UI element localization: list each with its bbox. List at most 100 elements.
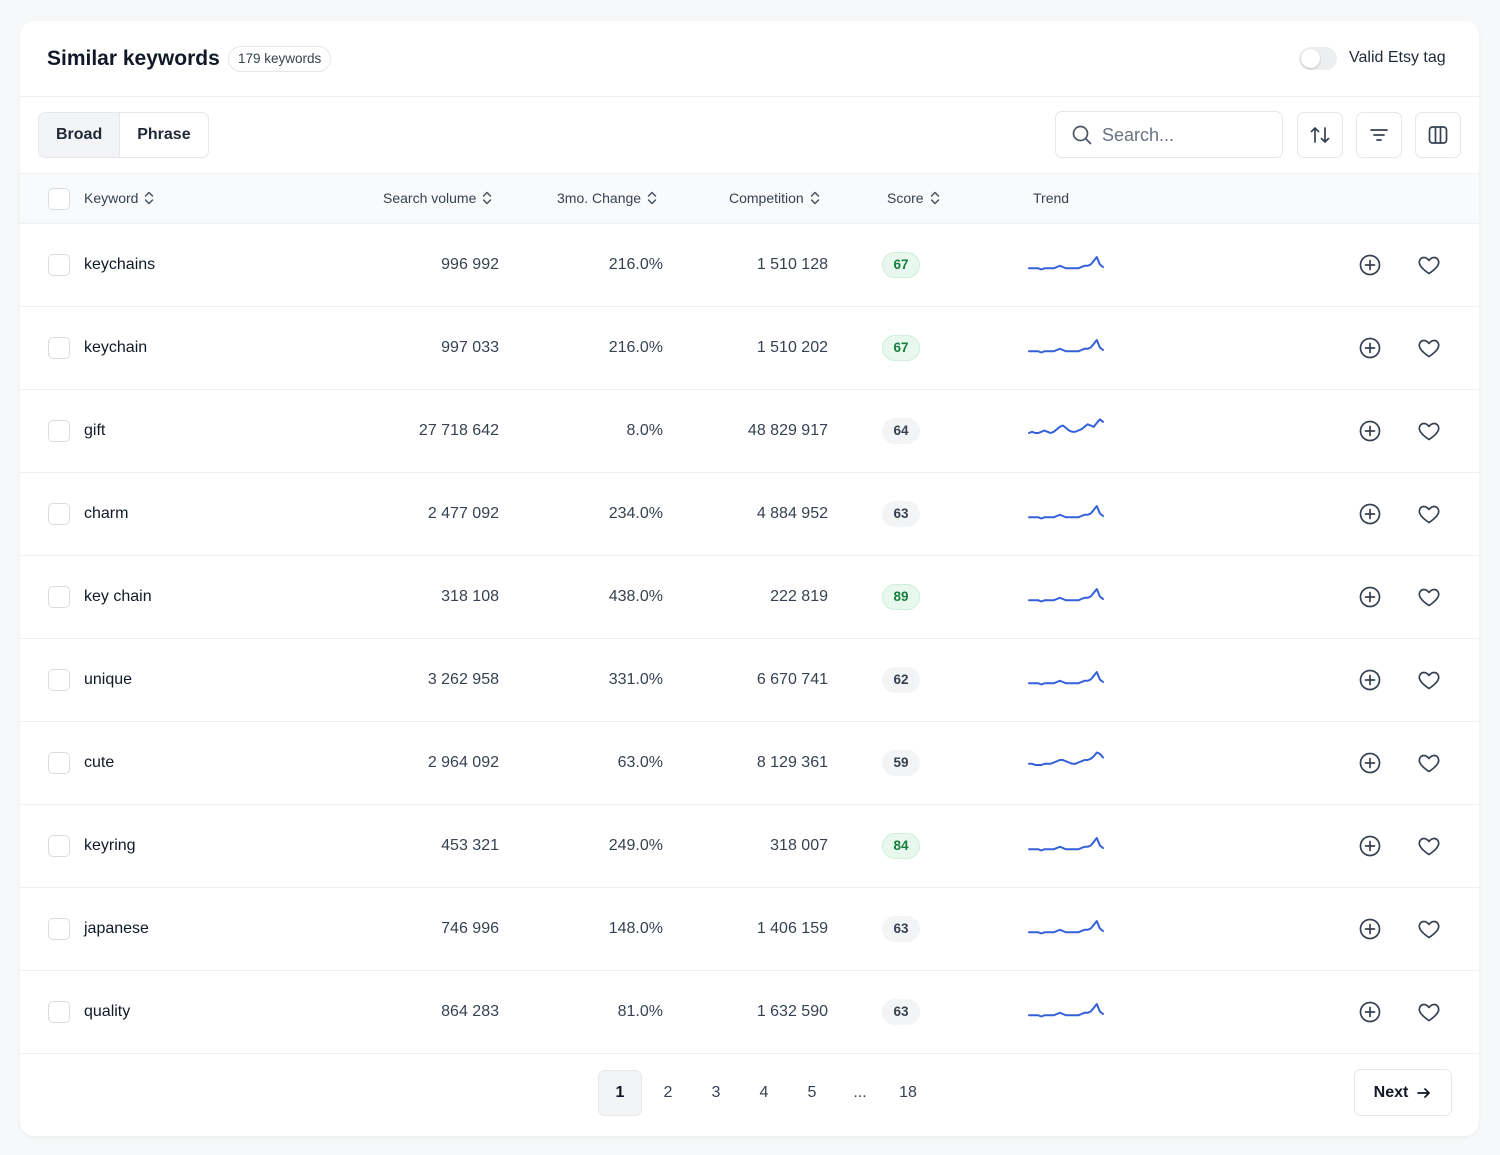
trend-sparkline [1028, 256, 1104, 271]
change-cell: 216.0% [608, 256, 663, 273]
keyword-cell[interactable]: unique [84, 671, 133, 688]
favorite-button[interactable] [1417, 502, 1441, 531]
add-keyword-button[interactable] [1358, 585, 1382, 614]
keyword-cell[interactable]: keyring [84, 837, 136, 854]
favorite-button[interactable] [1417, 419, 1441, 448]
add-keyword-button[interactable] [1358, 834, 1382, 863]
page-ellipsis: ... [853, 1084, 867, 1101]
row-checkbox[interactable] [48, 835, 70, 857]
add-circle-icon [1359, 420, 1381, 442]
favorite-button[interactable] [1417, 1000, 1441, 1029]
trend-line [1028, 505, 1104, 520]
add-circle-icon [1359, 752, 1381, 774]
row-checkbox[interactable] [48, 1001, 70, 1023]
favorite-button[interactable] [1417, 917, 1441, 946]
table-row: japanese 746 996 148.0% 1 406 159 63 [20, 888, 1479, 971]
heart-icon [1418, 920, 1440, 939]
trend-sparkline [1028, 837, 1104, 852]
row-checkbox[interactable] [48, 420, 70, 442]
col-keyword-header[interactable]: Keyword [84, 190, 155, 206]
add-keyword-button[interactable] [1358, 336, 1382, 365]
filter-lines-icon [1370, 129, 1388, 141]
page-3-button[interactable]: 3 [711, 1084, 721, 1101]
change-cell: 63.0% [617, 754, 663, 771]
favorite-button[interactable] [1417, 751, 1441, 780]
select-all-checkbox[interactable] [48, 188, 70, 210]
col-change-header[interactable]: 3mo. Change [557, 190, 658, 206]
sort-chevrons-icon [930, 191, 939, 205]
keyword-cell[interactable]: quality [84, 1003, 131, 1020]
competition-cell: 1 406 159 [756, 920, 828, 937]
col-competition-header[interactable]: Competition [729, 190, 821, 206]
page-5-button[interactable]: 5 [807, 1084, 817, 1101]
favorite-button[interactable] [1417, 585, 1441, 614]
keyword-cell[interactable]: cute [84, 754, 115, 771]
keyword-cell[interactable]: japanese [84, 920, 149, 937]
search-icon [1072, 125, 1092, 145]
favorite-button[interactable] [1417, 668, 1441, 697]
favorite-button[interactable] [1417, 834, 1441, 863]
page-title: Similar keywords [47, 47, 220, 70]
competition-cell: 6 670 741 [756, 671, 828, 688]
columns-button[interactable] [1415, 112, 1461, 158]
page-18-button[interactable]: 18 [899, 1084, 917, 1101]
table-row: key chain 318 108 438.0% 222 819 89 [20, 556, 1479, 639]
add-circle-icon [1359, 1001, 1381, 1023]
row-checkbox[interactable] [48, 752, 70, 774]
keyword-cell[interactable]: charm [84, 505, 129, 522]
favorite-button[interactable] [1417, 253, 1441, 282]
search-volume-cell: 864 283 [441, 1003, 499, 1020]
add-keyword-button[interactable] [1358, 253, 1382, 282]
col-search-volume-label: Search volume [383, 190, 477, 206]
change-cell: 438.0% [608, 588, 663, 605]
row-checkbox[interactable] [48, 337, 70, 359]
favorite-button[interactable] [1417, 336, 1441, 365]
row-checkbox[interactable] [48, 669, 70, 691]
score-badge: 67 [882, 335, 920, 361]
change-cell: 81.0% [617, 1003, 663, 1020]
add-keyword-button[interactable] [1358, 751, 1382, 780]
add-keyword-button[interactable] [1358, 917, 1382, 946]
similar-keywords-card: Similar keywords 179 keywords Valid Etsy… [20, 21, 1479, 1136]
table-row: unique 3 262 958 331.0% 6 670 741 62 [20, 639, 1479, 722]
page-1-button[interactable]: 1 [598, 1070, 642, 1116]
keyword-cell[interactable]: key chain [84, 588, 152, 605]
segment-phrase[interactable]: Phrase [137, 126, 191, 143]
page-4-button[interactable]: 4 [759, 1084, 769, 1101]
add-circle-icon [1359, 254, 1381, 276]
competition-cell: 318 007 [770, 837, 828, 854]
row-checkbox[interactable] [48, 254, 70, 276]
table-row: keyring 453 321 249.0% 318 007 84 [20, 805, 1479, 888]
add-keyword-button[interactable] [1358, 502, 1382, 531]
search-volume-cell: 453 321 [441, 837, 499, 854]
table-row: keychain 997 033 216.0% 1 510 202 67 [20, 307, 1479, 390]
trend-line [1028, 920, 1104, 935]
sort-button[interactable] [1297, 112, 1343, 158]
table-row: charm 2 477 092 234.0% 4 884 952 63 [20, 473, 1479, 556]
search-volume-cell: 2 964 092 [427, 754, 499, 771]
page-2-button[interactable]: 2 [663, 1084, 673, 1101]
segment-broad[interactable]: Broad [39, 113, 121, 157]
add-keyword-button[interactable] [1358, 419, 1382, 448]
heart-icon [1418, 754, 1440, 773]
heart-icon [1418, 256, 1440, 275]
row-checkbox[interactable] [48, 586, 70, 608]
add-keyword-button[interactable] [1358, 668, 1382, 697]
next-page-button[interactable]: Next [1354, 1069, 1452, 1116]
add-keyword-button[interactable] [1358, 1000, 1382, 1029]
sort-chevrons-icon [483, 191, 492, 205]
col-search-volume-header[interactable]: Search volume [383, 190, 493, 206]
keyword-cell[interactable]: keychains [84, 256, 156, 273]
row-checkbox[interactable] [48, 503, 70, 525]
trend-line [1028, 751, 1104, 766]
trend-sparkline [1028, 339, 1104, 354]
search-input[interactable] [1102, 121, 1272, 149]
keyword-cell[interactable]: gift [84, 422, 106, 439]
row-checkbox[interactable] [48, 918, 70, 940]
col-score-header[interactable]: Score [887, 190, 941, 206]
keyword-cell[interactable]: keychain [84, 339, 148, 356]
valid-etsy-tag-toggle[interactable] [1299, 47, 1337, 70]
add-circle-icon [1359, 503, 1381, 525]
filter-button[interactable] [1356, 112, 1402, 158]
score-badge: 89 [882, 584, 920, 610]
